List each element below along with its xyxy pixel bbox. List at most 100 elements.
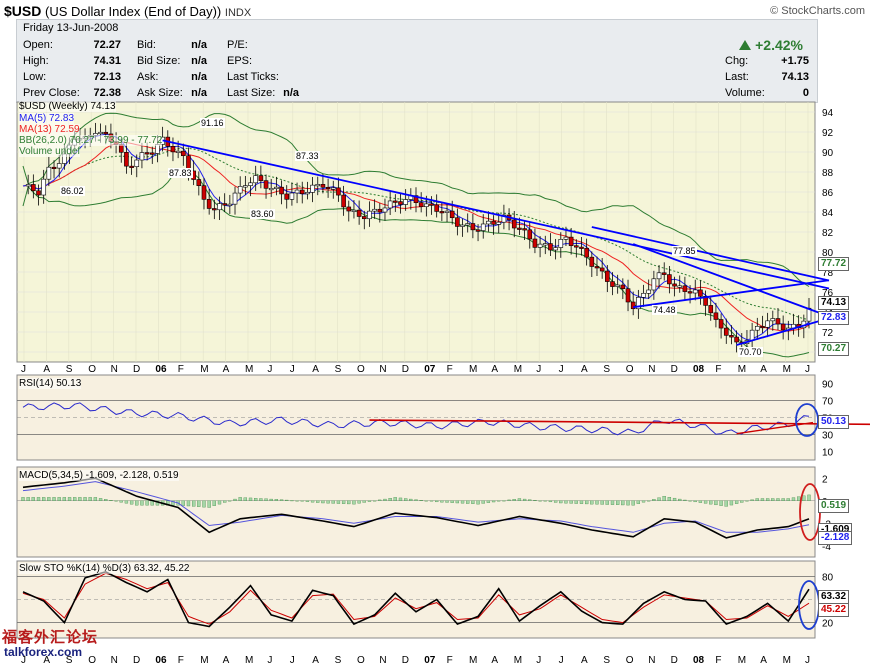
- macd-hist-bar: [145, 500, 149, 506]
- x-tick-top: M: [245, 364, 253, 375]
- price-tag-bb-upper: 77.72: [818, 257, 850, 271]
- macd-hist-bar: [357, 500, 361, 504]
- candle-down: [170, 146, 176, 153]
- x-tick-bottom: M: [245, 655, 253, 666]
- last-size-value: n/a: [283, 87, 299, 99]
- sto-panel-title: Slow STO %K(14) %D(3) 63.32, 45.22: [19, 563, 190, 574]
- x-tick-top: N: [111, 364, 118, 375]
- candle-up: [651, 278, 657, 291]
- candle-up: [217, 203, 222, 211]
- macd-hist-bar: [734, 500, 739, 504]
- macd-hist-bar: [600, 500, 604, 505]
- macd-hist-bar: [776, 498, 780, 501]
- bb-upper-line: [22, 112, 810, 287]
- candle-up: [501, 214, 507, 223]
- macd-hist-bar: [305, 500, 310, 502]
- open-label: Open:: [23, 39, 53, 51]
- candle-down: [201, 185, 207, 200]
- bid-value: n/a: [191, 39, 207, 51]
- macd-hist-bar: [455, 500, 460, 504]
- sto-axis-tick: 80: [822, 572, 834, 583]
- candles: [25, 122, 812, 353]
- eps-label: EPS:: [227, 55, 253, 67]
- candle-up: [243, 185, 248, 188]
- macd-hist-bar: [285, 499, 289, 501]
- candle-up: [486, 220, 491, 225]
- candle-down: [418, 202, 424, 207]
- macd-hist-bar: [300, 500, 304, 502]
- macd-hist-tag: 0.519: [818, 499, 850, 513]
- chart-title: $USD (US Dollar Index (End of Day)) INDX: [4, 3, 251, 19]
- macd-hist-bar: [26, 497, 30, 501]
- x-tick-top: F: [715, 364, 721, 375]
- candle-up: [615, 284, 620, 287]
- candle-down: [568, 236, 574, 246]
- x-tick-top: M: [738, 364, 746, 375]
- macd-hist-bar: [724, 500, 728, 507]
- candle-down: [605, 270, 610, 282]
- macd-hist-bar: [264, 498, 268, 501]
- macd-hist-bar: [491, 500, 496, 503]
- candle-up: [248, 182, 253, 186]
- macd-hist-bar: [740, 500, 744, 503]
- macd-hist-bar: [522, 498, 527, 501]
- candle-up: [232, 192, 238, 205]
- candle-up: [289, 192, 295, 200]
- macd-hist-bar: [212, 500, 216, 506]
- macd-hist-bar: [336, 500, 341, 504]
- candle-up: [227, 203, 233, 206]
- candle-down: [356, 209, 362, 217]
- candle-up: [305, 192, 310, 195]
- macd-hist-bar: [579, 500, 584, 504]
- macd-hist-bar: [326, 500, 330, 504]
- macd-hist-bar: [559, 500, 563, 504]
- macd-hist-bar: [450, 500, 454, 503]
- candle-up: [765, 320, 770, 328]
- rsi-axis-tick: 10: [822, 448, 834, 459]
- macd-hist-bar: [497, 500, 501, 502]
- candle-down: [579, 246, 584, 249]
- candle-down: [729, 335, 734, 338]
- x-tick-bottom: J: [805, 655, 810, 666]
- high-label: High:: [23, 55, 49, 67]
- macd-hist-bar: [553, 500, 558, 503]
- macd-hist-bar: [243, 497, 248, 501]
- candle-down: [698, 289, 703, 297]
- annotation-low-74-48: 74.48: [652, 305, 677, 315]
- x-tick-top: N: [379, 364, 386, 375]
- candle-down: [574, 245, 579, 248]
- macd-hist-bar: [310, 500, 315, 503]
- candle-down: [532, 238, 538, 248]
- ask-value: n/a: [191, 71, 207, 83]
- macd-hist-bar: [802, 495, 806, 501]
- candle-down: [212, 208, 217, 211]
- candle-down: [610, 281, 615, 287]
- x-tick-top: A: [223, 364, 230, 375]
- x-tick-top: D: [671, 364, 678, 375]
- rsi-line: [22, 402, 810, 436]
- x-tick-bottom: F: [715, 655, 721, 666]
- x-tick-top: J: [290, 364, 295, 375]
- candle-down: [325, 186, 331, 190]
- candle-up: [444, 210, 450, 213]
- macd-hist-bar: [398, 497, 403, 501]
- candle-down: [584, 247, 589, 258]
- candle-down: [377, 208, 383, 213]
- candle-down: [346, 206, 352, 212]
- candle-down: [548, 243, 553, 251]
- macd-hist-bar: [719, 500, 723, 506]
- macd-hist-bar: [207, 500, 211, 508]
- macd-hist-bar: [621, 500, 625, 506]
- x-tick-bottom: A: [760, 655, 767, 666]
- macd-hist-bar: [31, 497, 35, 501]
- macd-hist-bar: [119, 500, 123, 503]
- macd-hist-bar: [52, 497, 56, 501]
- macd-axis-tick: -4: [822, 542, 831, 553]
- x-tick-top: A: [312, 364, 319, 375]
- macd-hist-bar: [295, 500, 299, 502]
- candle-up: [46, 166, 52, 180]
- macd-hist-bar: [254, 498, 258, 501]
- candle-down: [279, 186, 284, 195]
- macd-hist-bar: [760, 498, 765, 501]
- candle-down: [129, 165, 134, 168]
